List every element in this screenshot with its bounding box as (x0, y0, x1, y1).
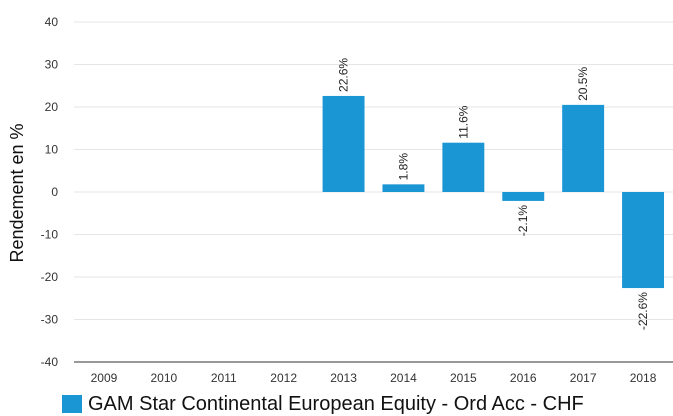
y-tick-label: 20 (45, 100, 59, 114)
y-tick-label: -20 (41, 270, 59, 284)
data-label: 22.6% (337, 58, 351, 92)
x-tick-label: 2015 (450, 371, 477, 385)
bar (442, 142, 485, 192)
y-tick-label: 40 (45, 15, 59, 29)
x-tick-label: 2016 (510, 371, 537, 385)
y-tick-label: 0 (51, 185, 58, 199)
y-axis-ticks: 40 30 20 10 0 -10 -20 -30 -40 (41, 15, 59, 369)
y-tick-label: 30 (45, 58, 59, 72)
y-axis-label: Rendement en % (7, 123, 27, 262)
x-tick-label: 2018 (630, 371, 657, 385)
x-tick-label: 2011 (211, 371, 237, 385)
bar (502, 192, 545, 201)
data-label: -22.6% (636, 292, 650, 330)
x-tick-label: 2013 (330, 371, 357, 385)
x-tick-label: 2009 (91, 371, 118, 385)
y-tick-label: -30 (41, 313, 59, 327)
legend: GAM Star Continental European Equity - O… (62, 392, 584, 416)
x-tick-label: 2017 (570, 371, 597, 385)
legend-label: GAM Star Continental European Equity - O… (88, 392, 584, 415)
bars (322, 95, 665, 289)
bar (562, 104, 605, 192)
data-label: 11.6% (456, 105, 470, 138)
x-tick-label: 2012 (270, 371, 297, 385)
data-labels: 22.6% 1.8% 11.6% -2.1% 20.5% -22.6% (337, 58, 651, 330)
legend-swatch (62, 395, 82, 413)
data-label: -2.1% (516, 205, 530, 237)
x-tick-label: 2010 (150, 371, 177, 385)
data-label: 1.8% (396, 153, 410, 181)
y-tick-label: -40 (41, 355, 59, 369)
bar (622, 192, 665, 289)
data-label: 20.5% (576, 67, 590, 101)
y-tick-label: -10 (41, 228, 59, 242)
x-tick-label: 2014 (390, 371, 417, 385)
bar (322, 95, 365, 192)
x-axis-ticks: 2009 2010 2011 2012 2013 2014 2015 2016 2017 2018 (91, 371, 657, 385)
y-tick-label: 10 (45, 143, 59, 157)
gridlines (74, 21, 673, 363)
bar (382, 184, 425, 192)
